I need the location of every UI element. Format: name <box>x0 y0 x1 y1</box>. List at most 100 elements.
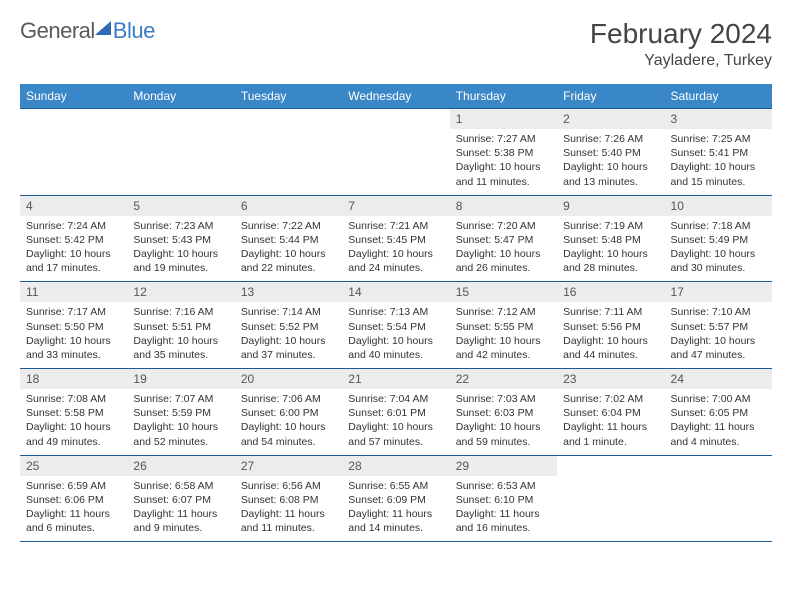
day-number: 25 <box>20 456 127 476</box>
day-info: Sunrise: 7:07 AMSunset: 5:59 PMDaylight:… <box>127 389 234 455</box>
calendar-cell <box>342 109 449 196</box>
day-number: 2 <box>557 109 664 129</box>
day-number: 13 <box>235 282 342 302</box>
day-number: 7 <box>342 196 449 216</box>
day-number: 22 <box>450 369 557 389</box>
calendar-week: 25Sunrise: 6:59 AMSunset: 6:06 PMDayligh… <box>20 455 772 542</box>
day-info: Sunrise: 7:14 AMSunset: 5:52 PMDaylight:… <box>235 302 342 368</box>
calendar-cell <box>127 109 234 196</box>
day-number: 28 <box>342 456 449 476</box>
day-number: 11 <box>20 282 127 302</box>
day-info: Sunrise: 7:10 AMSunset: 5:57 PMDaylight:… <box>665 302 772 368</box>
day-number: 14 <box>342 282 449 302</box>
header: General Blue February 2024 Yayladere, Tu… <box>20 18 772 70</box>
day-info: Sunrise: 6:56 AMSunset: 6:08 PMDaylight:… <box>235 476 342 542</box>
calendar-cell: 23Sunrise: 7:02 AMSunset: 6:04 PMDayligh… <box>557 369 664 456</box>
calendar-cell: 17Sunrise: 7:10 AMSunset: 5:57 PMDayligh… <box>665 282 772 369</box>
calendar-cell: 4Sunrise: 7:24 AMSunset: 5:42 PMDaylight… <box>20 195 127 282</box>
day-info: Sunrise: 6:59 AMSunset: 6:06 PMDaylight:… <box>20 476 127 542</box>
calendar-cell: 15Sunrise: 7:12 AMSunset: 5:55 PMDayligh… <box>450 282 557 369</box>
calendar-cell: 6Sunrise: 7:22 AMSunset: 5:44 PMDaylight… <box>235 195 342 282</box>
calendar-cell: 2Sunrise: 7:26 AMSunset: 5:40 PMDaylight… <box>557 109 664 196</box>
day-header: Friday <box>557 84 664 109</box>
day-header-row: SundayMondayTuesdayWednesdayThursdayFrid… <box>20 84 772 109</box>
day-number: 8 <box>450 196 557 216</box>
day-number: 6 <box>235 196 342 216</box>
day-info: Sunrise: 7:03 AMSunset: 6:03 PMDaylight:… <box>450 389 557 455</box>
day-info: Sunrise: 7:13 AMSunset: 5:54 PMDaylight:… <box>342 302 449 368</box>
day-number: 29 <box>450 456 557 476</box>
calendar-cell: 8Sunrise: 7:20 AMSunset: 5:47 PMDaylight… <box>450 195 557 282</box>
calendar-cell: 12Sunrise: 7:16 AMSunset: 5:51 PMDayligh… <box>127 282 234 369</box>
day-info: Sunrise: 7:20 AMSunset: 5:47 PMDaylight:… <box>450 216 557 282</box>
day-info: Sunrise: 7:12 AMSunset: 5:55 PMDaylight:… <box>450 302 557 368</box>
day-info: Sunrise: 7:21 AMSunset: 5:45 PMDaylight:… <box>342 216 449 282</box>
calendar-cell: 10Sunrise: 7:18 AMSunset: 5:49 PMDayligh… <box>665 195 772 282</box>
day-info: Sunrise: 7:11 AMSunset: 5:56 PMDaylight:… <box>557 302 664 368</box>
day-info: Sunrise: 7:27 AMSunset: 5:38 PMDaylight:… <box>450 129 557 195</box>
calendar-week: 1Sunrise: 7:27 AMSunset: 5:38 PMDaylight… <box>20 109 772 196</box>
day-number: 12 <box>127 282 234 302</box>
calendar-cell: 27Sunrise: 6:56 AMSunset: 6:08 PMDayligh… <box>235 455 342 542</box>
calendar-head: SundayMondayTuesdayWednesdayThursdayFrid… <box>20 84 772 109</box>
calendar-week: 11Sunrise: 7:17 AMSunset: 5:50 PMDayligh… <box>20 282 772 369</box>
calendar-cell: 25Sunrise: 6:59 AMSunset: 6:06 PMDayligh… <box>20 455 127 542</box>
day-info: Sunrise: 7:00 AMSunset: 6:05 PMDaylight:… <box>665 389 772 455</box>
calendar-table: SundayMondayTuesdayWednesdayThursdayFrid… <box>20 84 772 542</box>
calendar-week: 4Sunrise: 7:24 AMSunset: 5:42 PMDaylight… <box>20 195 772 282</box>
day-info: Sunrise: 7:16 AMSunset: 5:51 PMDaylight:… <box>127 302 234 368</box>
calendar-cell: 9Sunrise: 7:19 AMSunset: 5:48 PMDaylight… <box>557 195 664 282</box>
day-info: Sunrise: 7:22 AMSunset: 5:44 PMDaylight:… <box>235 216 342 282</box>
day-number: 26 <box>127 456 234 476</box>
day-info: Sunrise: 7:25 AMSunset: 5:41 PMDaylight:… <box>665 129 772 195</box>
day-info: Sunrise: 7:19 AMSunset: 5:48 PMDaylight:… <box>557 216 664 282</box>
day-number: 24 <box>665 369 772 389</box>
calendar-cell: 16Sunrise: 7:11 AMSunset: 5:56 PMDayligh… <box>557 282 664 369</box>
calendar-cell: 14Sunrise: 7:13 AMSunset: 5:54 PMDayligh… <box>342 282 449 369</box>
day-header: Tuesday <box>235 84 342 109</box>
calendar-cell <box>235 109 342 196</box>
calendar-cell: 26Sunrise: 6:58 AMSunset: 6:07 PMDayligh… <box>127 455 234 542</box>
day-number: 16 <box>557 282 664 302</box>
day-number: 1 <box>450 109 557 129</box>
day-number: 19 <box>127 369 234 389</box>
calendar-cell: 7Sunrise: 7:21 AMSunset: 5:45 PMDaylight… <box>342 195 449 282</box>
day-number: 3 <box>665 109 772 129</box>
day-number: 27 <box>235 456 342 476</box>
logo-triangle-icon <box>95 21 111 35</box>
day-info: Sunrise: 7:06 AMSunset: 6:00 PMDaylight:… <box>235 389 342 455</box>
calendar-cell: 22Sunrise: 7:03 AMSunset: 6:03 PMDayligh… <box>450 369 557 456</box>
day-header: Monday <box>127 84 234 109</box>
calendar-cell: 3Sunrise: 7:25 AMSunset: 5:41 PMDaylight… <box>665 109 772 196</box>
logo-text-blue: Blue <box>113 18 155 44</box>
calendar-cell: 19Sunrise: 7:07 AMSunset: 5:59 PMDayligh… <box>127 369 234 456</box>
calendar-cell: 11Sunrise: 7:17 AMSunset: 5:50 PMDayligh… <box>20 282 127 369</box>
month-title: February 2024 <box>590 18 772 50</box>
calendar-cell <box>557 455 664 542</box>
calendar-cell: 29Sunrise: 6:53 AMSunset: 6:10 PMDayligh… <box>450 455 557 542</box>
day-info: Sunrise: 7:02 AMSunset: 6:04 PMDaylight:… <box>557 389 664 455</box>
day-header: Saturday <box>665 84 772 109</box>
calendar-cell: 13Sunrise: 7:14 AMSunset: 5:52 PMDayligh… <box>235 282 342 369</box>
day-number: 20 <box>235 369 342 389</box>
calendar-cell: 1Sunrise: 7:27 AMSunset: 5:38 PMDaylight… <box>450 109 557 196</box>
day-info: Sunrise: 7:04 AMSunset: 6:01 PMDaylight:… <box>342 389 449 455</box>
day-number: 4 <box>20 196 127 216</box>
day-info: Sunrise: 7:18 AMSunset: 5:49 PMDaylight:… <box>665 216 772 282</box>
logo: General Blue <box>20 18 155 44</box>
day-number: 18 <box>20 369 127 389</box>
day-number: 10 <box>665 196 772 216</box>
day-number: 9 <box>557 196 664 216</box>
calendar-week: 18Sunrise: 7:08 AMSunset: 5:58 PMDayligh… <box>20 369 772 456</box>
day-info: Sunrise: 7:24 AMSunset: 5:42 PMDaylight:… <box>20 216 127 282</box>
day-info: Sunrise: 6:53 AMSunset: 6:10 PMDaylight:… <box>450 476 557 542</box>
calendar-cell: 28Sunrise: 6:55 AMSunset: 6:09 PMDayligh… <box>342 455 449 542</box>
day-number: 23 <box>557 369 664 389</box>
day-info: Sunrise: 7:08 AMSunset: 5:58 PMDaylight:… <box>20 389 127 455</box>
day-number: 17 <box>665 282 772 302</box>
day-header: Wednesday <box>342 84 449 109</box>
calendar-cell <box>20 109 127 196</box>
day-header: Sunday <box>20 84 127 109</box>
calendar-cell <box>665 455 772 542</box>
day-header: Thursday <box>450 84 557 109</box>
